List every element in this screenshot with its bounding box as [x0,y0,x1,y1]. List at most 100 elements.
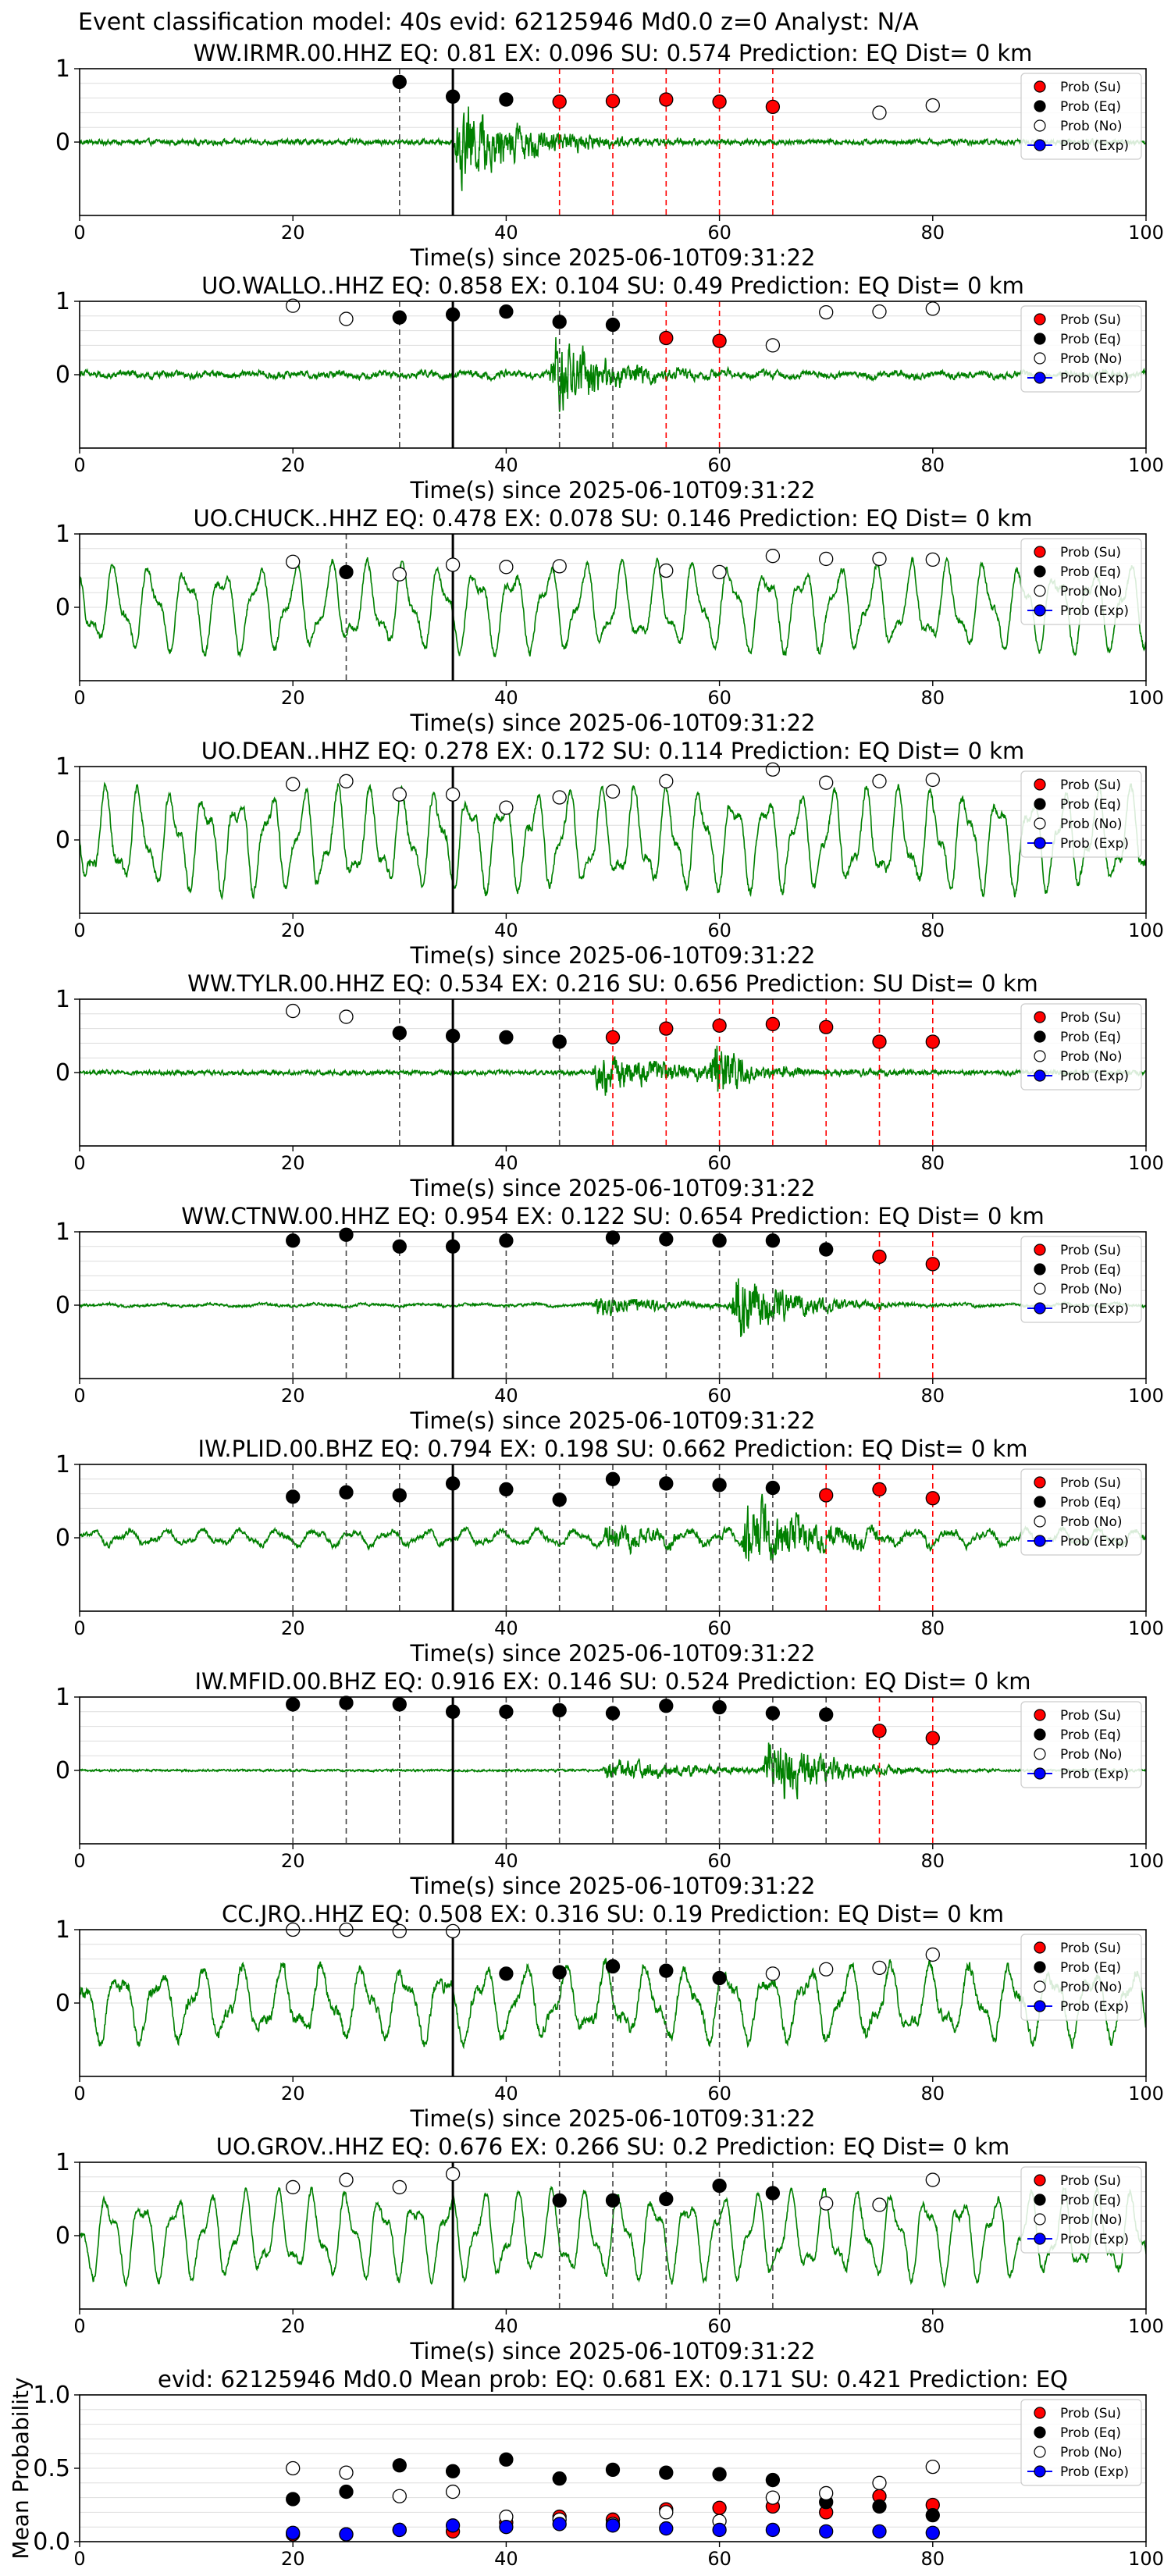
legend-marker [1034,1535,1046,1547]
legend-label: Prob (Exp) [1060,1069,1129,1084]
plot-area [80,999,1146,1146]
data-point [659,563,674,578]
legend-label: Prob (No) [1060,2445,1123,2460]
panel-title: UO.DEAN..HHZ EQ: 0.278 EX: 0.172 SU: 0.1… [201,738,1025,764]
x-tick-label: 60 [707,1152,731,1174]
legend-label: Prob (Su) [1060,1243,1121,1258]
data-point [819,2196,834,2211]
data-point [552,1703,567,1718]
legend-box [1020,1236,1142,1323]
x-tick-label: 60 [707,2548,731,2570]
data-point [872,1482,887,1497]
data-point [552,2193,567,2208]
x-tick-label: 20 [281,687,305,709]
data-point [339,1485,354,1500]
legend-box [1020,770,1142,858]
x-tick-label: 80 [921,1152,945,1174]
data-point [925,2172,940,2187]
data-point [765,1016,781,1032]
data-point [659,1963,674,1978]
data-point [925,2508,940,2523]
legend-label: Prob (Su) [1060,1941,1121,1956]
panel-2: UO.WALLO..HHZ EQ: 0.858 EX: 0.104 SU: 0.… [55,272,1164,503]
legend-label: Prob (Eq) [1060,2425,1121,2441]
data-point [499,2452,514,2467]
legend-marker [1034,2446,1046,2458]
data-point [499,1233,514,1248]
y-tick-label: 0 [55,1059,70,1087]
legend-label: Prob (Exp) [1060,836,1129,852]
legend-label: Prob (Exp) [1060,1534,1129,1550]
legend-marker [1034,565,1046,578]
plot-area [80,301,1146,448]
data-point [659,2465,674,2480]
legend: Prob (Su) Prob (Eq) Prob (No) Prob (Exp) [1020,73,1142,160]
legend-label: Prob (No) [1060,817,1123,832]
y-tick-label: 1 [55,986,70,1013]
legend-marker [1034,313,1046,326]
data-point [819,1707,834,1722]
panel-title: evid: 62125946 Md0.0 Mean prob: EQ: 0.68… [158,2366,1068,2393]
y-tick-label: 0 [55,129,70,156]
data-point [605,1959,621,1974]
data-point [925,1257,940,1272]
plot-area [80,1232,1146,1379]
panel-title: WW.CTNW.00.HHZ EQ: 0.954 EX: 0.122 SU: 0… [181,1203,1044,1229]
panel-title: UO.GROV..HHZ EQ: 0.676 EX: 0.266 SU: 0.2… [216,2133,1010,2160]
y-tick-label: 1.0 [33,2382,70,2409]
data-point [712,1970,727,1986]
data-point [445,1476,461,1491]
plot-area [80,69,1146,215]
panel-title: UO.CHUCK..HHZ EQ: 0.478 EX: 0.078 SU: 0.… [194,505,1033,532]
data-point [819,2524,834,2539]
data-point [605,2462,621,2478]
legend-marker [1034,778,1046,791]
data-point [286,2179,301,2195]
x-tick-label: 20 [281,920,305,941]
x-tick-label: 0 [73,2083,85,2105]
data-point [339,2527,354,2542]
panel-7: IW.PLID.00.BHZ EQ: 0.794 EX: 0.198 SU: 0… [55,1436,1164,1667]
x-axis-label: Time(s) since 2025-06-10T09:31:22 [410,2338,816,2364]
data-point [925,2525,940,2540]
y-tick-label: 1 [55,1916,70,1944]
data-point [392,1697,407,1712]
x-tick-label: 0 [73,1152,85,1174]
data-point [445,2166,461,2182]
data-point [712,1018,727,1033]
data-point [552,790,567,805]
y-tick-label: 0 [55,2222,70,2250]
legend-marker [1034,1011,1046,1023]
data-point [925,772,940,788]
data-point [286,2525,301,2540]
data-point [286,777,301,792]
data-point [659,2191,674,2207]
x-tick-label: 40 [494,1617,518,1639]
legend-box [1020,1934,1142,2021]
x-tick-label: 80 [921,2548,945,2570]
legend-marker [1034,2465,1046,2478]
x-tick-label: 80 [921,454,945,476]
data-point [925,98,940,113]
data-point [872,2197,887,2212]
data-point [339,311,354,326]
data-point [499,304,514,319]
x-axis-label: Time(s) since 2025-06-10T09:31:22 [410,710,816,736]
y-tick-label: 0 [55,1990,70,2017]
data-point [712,2500,727,2515]
data-point [552,2471,567,2486]
x-tick-label: 20 [281,2315,305,2337]
legend-label: Prob (Eq) [1060,1262,1121,1278]
legend-label: Prob (Exp) [1060,2232,1129,2247]
x-tick-label: 20 [281,2083,305,2105]
legend-marker [1034,119,1046,132]
data-point [552,315,567,329]
x-tick-label: 60 [707,920,731,941]
x-tick-label: 60 [707,1850,731,1872]
data-point [445,1028,461,1044]
x-tick-label: 0 [73,1385,85,1407]
panel-10: UO.GROV..HHZ EQ: 0.676 EX: 0.266 SU: 0.2… [55,2133,1164,2364]
data-point [499,800,514,815]
panels: WW.IRMR.00.HHZ EQ: 0.81 EX: 0.096 SU: 0.… [8,40,1164,2570]
legend-label: Prob (Eq) [1060,1960,1121,1976]
